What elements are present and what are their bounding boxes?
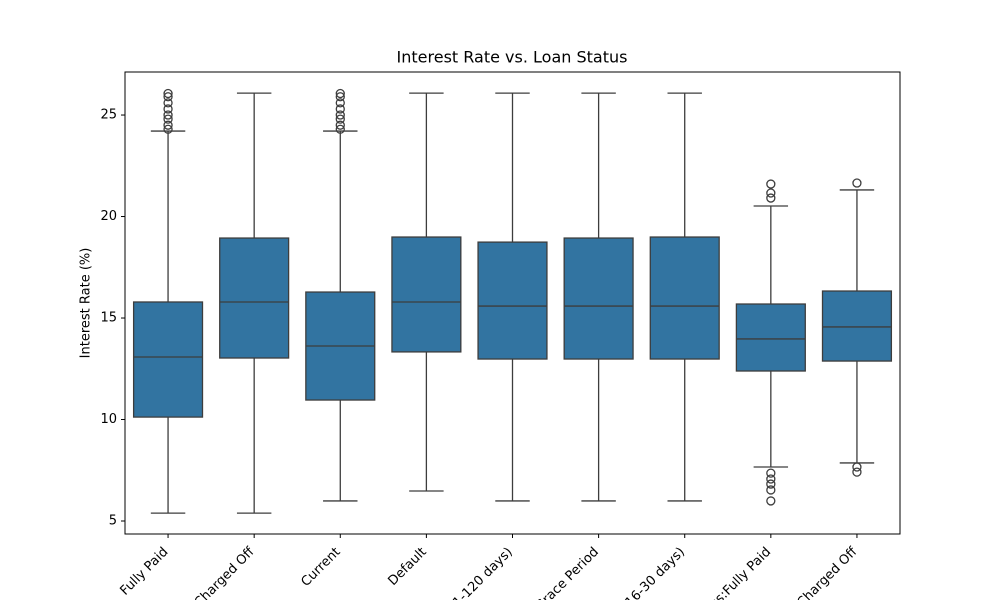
y-tick-label: 15 xyxy=(100,311,117,326)
outlier xyxy=(335,110,345,120)
outlier xyxy=(852,467,862,477)
outlier xyxy=(163,120,173,130)
box xyxy=(132,301,204,418)
x-tick-label: In Grace Period xyxy=(521,545,602,600)
outlier xyxy=(766,485,776,495)
x-tick-label: Fully Paid xyxy=(118,545,172,599)
outlier xyxy=(163,114,173,124)
y-tick-label: 25 xyxy=(100,108,117,123)
outlier xyxy=(163,104,173,114)
outlier xyxy=(852,462,862,472)
outlier xyxy=(852,178,862,188)
outlier xyxy=(335,124,345,134)
y-tick-label: 10 xyxy=(100,412,117,427)
y-axis-label: Interest Rate (%) xyxy=(79,248,94,359)
y-tick-label: 5 xyxy=(109,514,117,529)
outlier xyxy=(335,88,345,99)
y-tick-label: 20 xyxy=(100,209,117,224)
box xyxy=(391,236,462,353)
outlier xyxy=(163,92,173,102)
outlier xyxy=(163,110,173,120)
outlier xyxy=(766,468,776,478)
outlier xyxy=(766,179,776,189)
outlier xyxy=(335,114,345,124)
box xyxy=(477,241,548,360)
outlier xyxy=(766,188,776,198)
box xyxy=(563,237,634,360)
x-tick-label: Late (16-30 days) xyxy=(596,545,688,600)
x-tick-label: Late (31-120 days) xyxy=(418,545,516,600)
outlier xyxy=(335,98,345,108)
outlier xyxy=(766,474,776,484)
outlier xyxy=(163,88,173,99)
box xyxy=(219,237,290,359)
box xyxy=(649,236,720,360)
outlier xyxy=(335,104,345,114)
x-tick-label: Current xyxy=(298,545,343,590)
outlier xyxy=(766,496,776,506)
x-tick-label: Charged Off xyxy=(192,544,259,600)
outlier xyxy=(335,92,345,102)
outlier xyxy=(163,98,173,108)
box xyxy=(735,303,806,372)
chart-title: Interest Rate vs. Loan Status xyxy=(397,48,628,67)
outlier xyxy=(163,124,173,134)
outlier xyxy=(335,120,345,130)
x-tick-label: Default xyxy=(385,545,429,589)
outlier xyxy=(766,193,776,203)
outlier xyxy=(766,479,776,489)
box xyxy=(821,290,893,362)
